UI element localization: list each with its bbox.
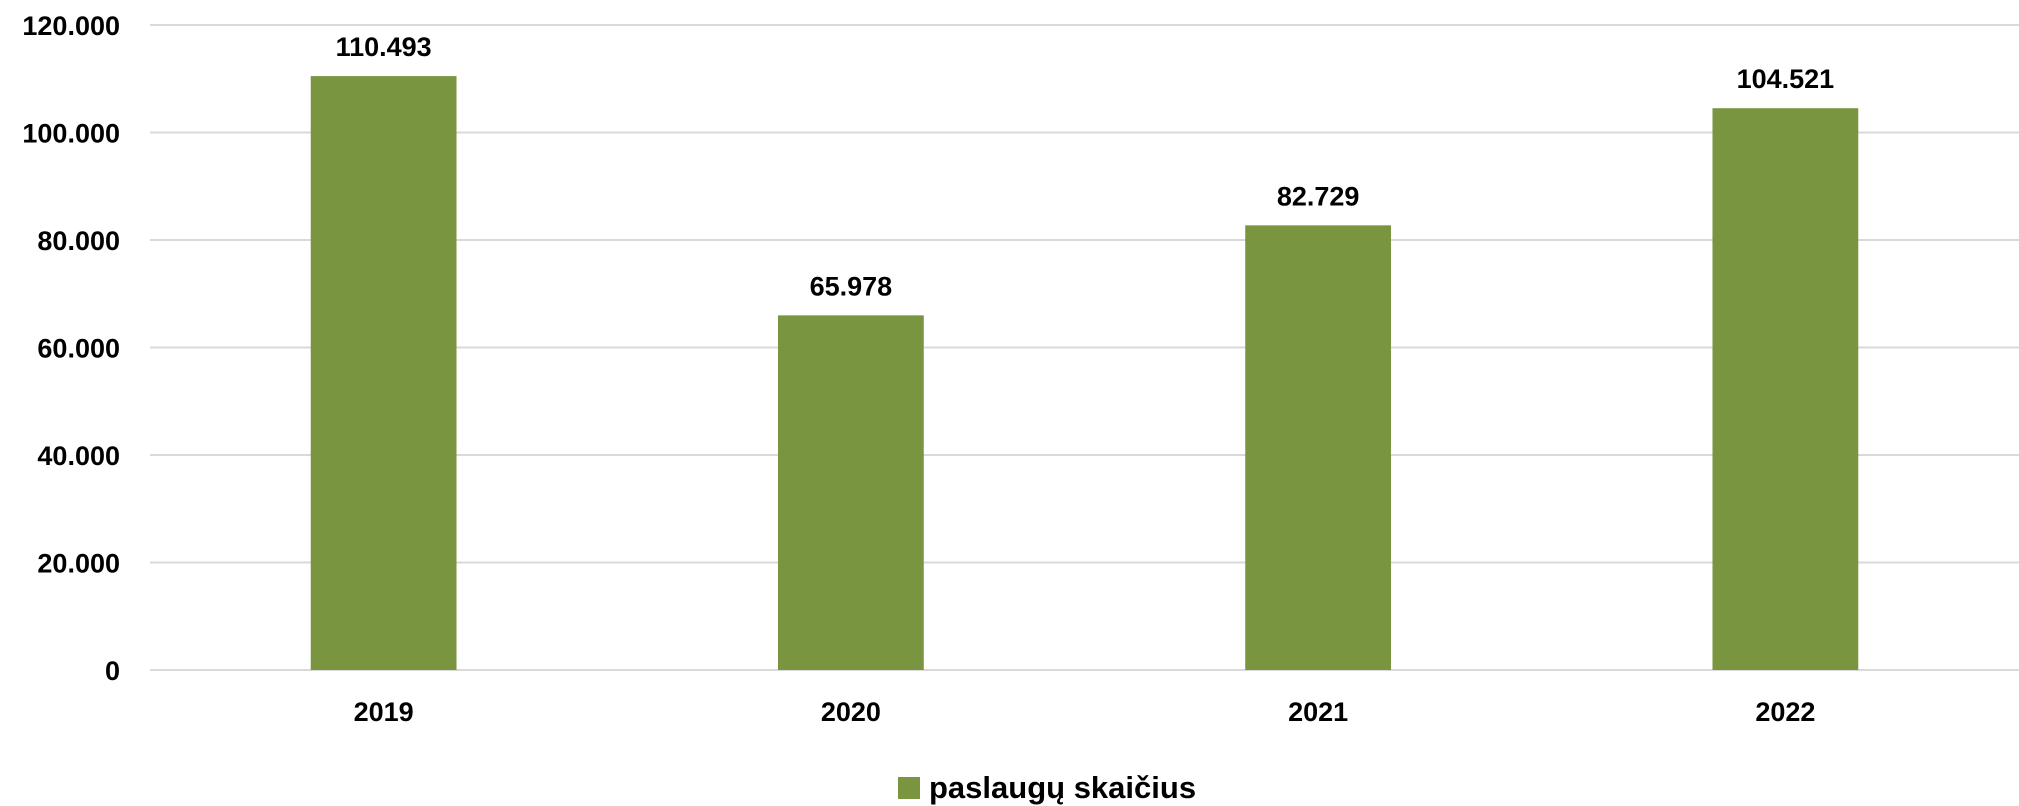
gridlines [150,24,2019,671]
y-tick-label: 20.000 [37,549,120,579]
legend-label-paslaugu-skaicius: paslaugų skaičius [929,770,1196,805]
x-tick-label-2019: 2019 [354,697,414,727]
y-tick-label: 100.000 [22,119,120,149]
y-tick-label: 60.000 [37,334,120,364]
x-tick-label-2020: 2020 [821,697,881,727]
bar-2022 [1712,108,1859,670]
y-tick-label: 0 [105,656,120,686]
data-label-2020: 65.978 [810,271,893,301]
data-labels: 110.493 65.978 82.729 104.521 [336,32,1835,301]
x-axis-ticks: 2019 2020 2021 2022 [354,697,1816,727]
bar-2019 [310,76,457,671]
y-tick-label: 40.000 [37,441,120,471]
y-tick-label: 80.000 [37,226,120,256]
y-axis-ticks: 0 20.000 40.000 60.000 80.000 100.000 120.000 [22,11,120,686]
data-label-2022: 104.521 [1737,64,1835,94]
bars [310,76,1859,671]
legend: paslaugų skaičius [898,770,1196,805]
y-tick-label: 120.000 [22,11,120,41]
x-tick-label-2022: 2022 [1755,697,1815,727]
x-tick-label-2021: 2021 [1288,697,1348,727]
data-label-2019: 110.493 [336,32,432,62]
bar-2020 [777,315,924,670]
data-label-2021: 82.729 [1277,181,1360,211]
legend-swatch [898,777,920,799]
bar-2021 [1245,225,1392,671]
